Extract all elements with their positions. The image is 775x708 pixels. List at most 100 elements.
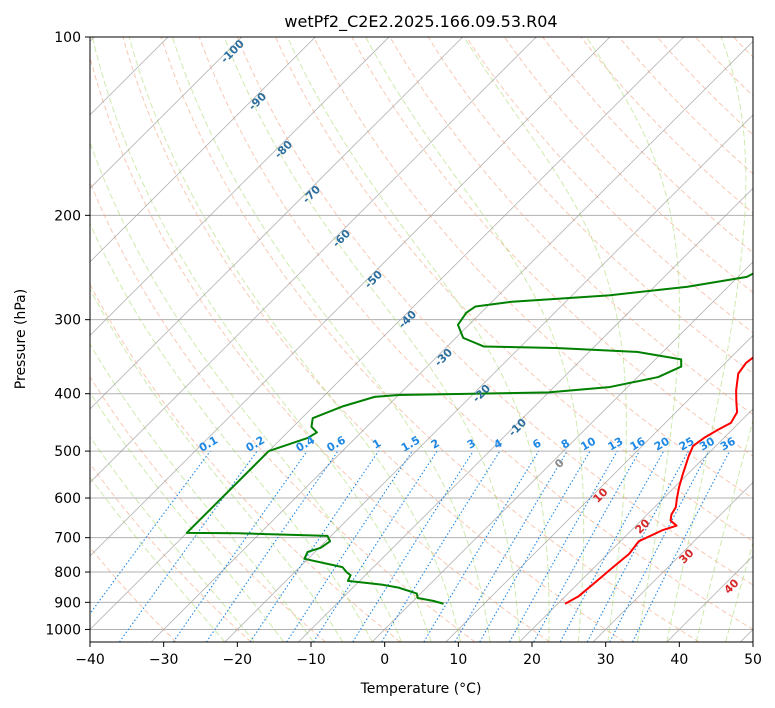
dry-adiabat-line <box>427 37 753 374</box>
moist-adiabat-line <box>128 37 461 642</box>
moist-adiabat-line <box>666 37 747 642</box>
mixing-ratio-line <box>454 450 568 642</box>
isotherm-line <box>224 114 753 642</box>
dry-adiabat-line <box>198 37 753 631</box>
x-tick-label: −20 <box>223 652 253 668</box>
mixing-ratio-line <box>423 450 540 642</box>
dry-adiabats <box>90 37 753 642</box>
y-axis-ticks: 100 200 300 400 500 600 700 800 900 1000 <box>45 30 90 638</box>
isotherm-line <box>445 334 753 642</box>
y-axis-label: Pressure (hPa) <box>13 289 29 389</box>
dewpoint-profile <box>185 272 753 605</box>
moist-adiabat-line <box>91 37 432 642</box>
isotherms <box>90 37 753 642</box>
dry-adiabat-line <box>160 37 700 642</box>
moist-adiabat-line <box>90 435 255 642</box>
moist-adiabat-line <box>365 37 585 642</box>
dry-adiabat-line <box>90 180 476 642</box>
moist-adiabat-line <box>90 141 403 642</box>
mixing-ratio-line <box>559 450 665 642</box>
mixing-ratio-label: 1 <box>370 437 383 452</box>
x-tick-label: 30 <box>597 652 615 668</box>
mixing-ratio-line <box>381 450 501 642</box>
y-tick-label: 800 <box>54 565 81 581</box>
mixing-ratio-lines <box>90 450 731 642</box>
isotherm-line <box>592 481 753 642</box>
dry-adiabat-line <box>90 546 177 642</box>
adiabat-label: 20 <box>633 516 653 536</box>
temperature-profile <box>564 356 753 605</box>
y-tick-label: 500 <box>54 444 81 460</box>
mixing-ratio-label: 4 <box>492 436 505 451</box>
mixing-ratio-line <box>352 450 474 642</box>
y-tick-label: 100 <box>54 30 81 46</box>
x-axis-ticks: −40 −30 −20 −10 0 10 20 30 40 50 <box>75 642 762 668</box>
dry-adiabat-line <box>694 37 753 97</box>
mixing-ratio-line <box>533 450 640 642</box>
x-axis-label: Temperature (°C) <box>360 681 482 697</box>
dry-adiabat-line <box>90 462 252 642</box>
x-tick-label: 50 <box>744 652 762 668</box>
dry-adiabat-line <box>504 37 753 294</box>
dry-adiabat-line <box>90 375 326 642</box>
mixing-ratio-line <box>609 450 710 642</box>
y-tick-label: 900 <box>54 595 81 611</box>
mixing-ratio-label: 2 <box>429 437 442 452</box>
moist-adiabat-line <box>90 287 344 642</box>
moist-adiabat-line <box>90 391 285 642</box>
moist-adiabat-line <box>287 37 550 642</box>
line-labels: 0.1 0.2 0.4 0.6 1 1.5 2 3 4 6 8 10 13 16 20 25 30 36-100-… <box>197 37 742 597</box>
isotherm-line <box>90 37 390 336</box>
y-tick-label: 400 <box>54 387 81 403</box>
dry-adiabat-line <box>90 55 551 642</box>
adiabat-label: -20 <box>470 382 493 405</box>
adiabat-label: 30 <box>677 546 697 566</box>
adiabat-label: 0 <box>552 456 567 471</box>
isotherm-line <box>90 37 463 410</box>
mixing-ratio-line <box>586 450 689 642</box>
dry-adiabat-line <box>90 283 401 642</box>
adiabat-label: -30 <box>432 346 455 369</box>
mixing-ratio-line <box>313 450 438 642</box>
dry-adiabat-line <box>389 37 753 416</box>
mixing-ratio-line <box>632 450 731 642</box>
adiabat-label: 10 <box>591 485 611 505</box>
x-tick-label: 10 <box>449 652 467 668</box>
dry-adiabat-line <box>465 37 753 334</box>
horizontal-grid <box>90 37 753 630</box>
mixing-ratio-line <box>286 450 413 642</box>
x-tick-label: −10 <box>296 652 326 668</box>
isotherm-line <box>90 37 242 189</box>
isotherm-line <box>371 261 753 642</box>
isotherm-line <box>90 37 316 263</box>
chart-title: wetPf2_C2E2.2025.166.09.53.R04 <box>284 12 557 32</box>
dry-adiabat-line <box>236 37 753 586</box>
adiabat-label: -40 <box>396 308 419 331</box>
profile-lines <box>185 272 753 605</box>
y-tick-label: 200 <box>54 208 81 224</box>
adiabat-label: -70 <box>300 183 323 206</box>
isotherm-line <box>150 40 753 642</box>
isotherm-line <box>519 408 753 642</box>
dry-adiabat-line <box>351 37 753 457</box>
mixing-ratio-label: 3 <box>465 437 478 452</box>
plot-frame <box>89 36 754 643</box>
x-tick-label: −40 <box>75 652 105 668</box>
moist-adiabat-line <box>463 37 627 642</box>
mixing-ratio-line <box>249 450 379 642</box>
mixing-ratio-line <box>90 450 211 615</box>
mixing-ratio-label: 6 <box>530 436 543 451</box>
adiabat-label: -90 <box>246 90 269 113</box>
x-tick-label: 0 <box>380 652 389 668</box>
mixing-ratio-line <box>205 450 339 642</box>
moist-adiabat-line <box>171 37 491 642</box>
dry-adiabat-line <box>618 37 753 175</box>
dry-adiabat-line <box>122 37 625 642</box>
x-tick-label: −30 <box>149 652 179 668</box>
adiabat-label: -100 <box>218 37 247 66</box>
y-tick-label: 1000 <box>45 622 81 638</box>
moist-adiabat-line <box>90 476 226 642</box>
adiabat-label: -60 <box>330 227 353 250</box>
x-tick-label: 40 <box>670 652 688 668</box>
